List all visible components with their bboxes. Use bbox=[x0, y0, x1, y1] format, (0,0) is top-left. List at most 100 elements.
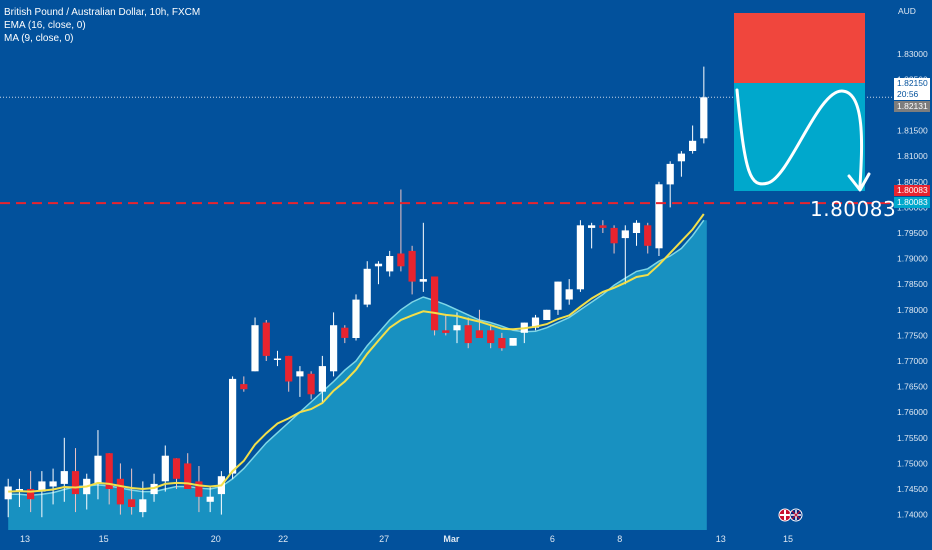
y-tick-label: 1.76500 bbox=[897, 382, 928, 392]
bull-candle bbox=[565, 289, 573, 300]
symbol-title[interactable]: British Pound / Australian Dollar, 10h, … bbox=[4, 7, 201, 18]
bear-candle bbox=[475, 330, 483, 338]
x-tick-label: 27 bbox=[379, 534, 389, 544]
bull-candle bbox=[677, 153, 685, 162]
y-tick-label: 1.77000 bbox=[897, 356, 928, 366]
bear-candle bbox=[644, 225, 652, 246]
bull-candle bbox=[374, 263, 383, 267]
bull-candle bbox=[543, 309, 551, 320]
bull-candle bbox=[49, 481, 57, 487]
bear-candle bbox=[172, 458, 181, 479]
bull-candle bbox=[273, 358, 282, 360]
x-tick-label: 8 bbox=[617, 534, 622, 544]
bear-candle bbox=[464, 325, 472, 344]
bear-candle bbox=[307, 373, 315, 395]
x-tick-label: 13 bbox=[20, 534, 30, 544]
y-tick-label: 1.78000 bbox=[897, 305, 928, 315]
bull-candle bbox=[206, 496, 214, 502]
bear-candle bbox=[408, 250, 416, 282]
bull-candle bbox=[509, 338, 517, 346]
y-tick-label: 1.74000 bbox=[897, 510, 928, 520]
bear-candle bbox=[599, 225, 607, 228]
bull-candle bbox=[94, 455, 102, 484]
y-tick-label: 1.79500 bbox=[897, 228, 928, 238]
ema-legend[interactable]: EMA (16, close, 0) bbox=[4, 20, 86, 31]
wave-arrow-path bbox=[735, 88, 864, 188]
bull-candle bbox=[453, 325, 461, 331]
bull-candle bbox=[139, 499, 147, 513]
arrow-head-icon bbox=[847, 172, 871, 192]
y-tick-label: 1.74500 bbox=[897, 484, 928, 494]
bull-candle bbox=[666, 163, 674, 185]
y-tick-label: 1.75500 bbox=[897, 433, 928, 443]
ma-line bbox=[8, 219, 705, 496]
y-tick-label: 1.78500 bbox=[897, 279, 928, 289]
bull-candle bbox=[161, 455, 169, 482]
bear-candle bbox=[285, 355, 293, 382]
bear-candle bbox=[341, 327, 349, 338]
x-tick-label: 15 bbox=[99, 534, 109, 544]
y-tick-label: 1.80500 bbox=[897, 177, 928, 187]
ma-legend[interactable]: MA (9, close, 0) bbox=[4, 33, 74, 44]
bull-candle bbox=[296, 371, 304, 377]
bear-candle bbox=[184, 463, 192, 489]
bull-candle bbox=[554, 281, 562, 310]
bear-candle bbox=[442, 330, 450, 333]
bull-candle bbox=[229, 378, 237, 474]
bull-candle bbox=[38, 481, 46, 492]
x-tick-label: Mar bbox=[443, 534, 460, 544]
bull-candle bbox=[251, 325, 259, 372]
bear-candle bbox=[195, 481, 203, 497]
y-tick-label: 1.81000 bbox=[897, 151, 928, 161]
stop-level-badge: 1.80083 bbox=[894, 185, 930, 196]
bear-candle bbox=[116, 478, 124, 505]
currency-flags-icon bbox=[778, 508, 803, 522]
y-tick-label: 1.81500 bbox=[897, 126, 928, 136]
level-annotation: 1.80083 bbox=[810, 197, 897, 221]
bear-candle bbox=[128, 499, 136, 507]
bear-candle bbox=[397, 253, 405, 267]
bear-candle bbox=[431, 276, 439, 331]
bull-candle bbox=[689, 140, 697, 151]
bull-candle bbox=[318, 366, 326, 392]
bull-candle bbox=[419, 279, 427, 282]
last-price-badge: 1.82150 bbox=[894, 78, 930, 89]
y-tick-label: 1.83000 bbox=[897, 49, 928, 59]
y-tick-label: 1.75000 bbox=[897, 458, 928, 468]
axis-currency: AUD bbox=[898, 6, 916, 16]
ema-line bbox=[8, 213, 705, 493]
bear-candle bbox=[487, 330, 495, 344]
candles-group bbox=[4, 66, 708, 518]
bull-candle bbox=[363, 268, 371, 305]
bull-candle bbox=[60, 471, 68, 484]
take-profit-box bbox=[734, 83, 865, 191]
bull-candle bbox=[531, 317, 540, 328]
bull-candle bbox=[330, 325, 338, 372]
y-tick-label: 1.79000 bbox=[897, 254, 928, 264]
ma-area bbox=[8, 220, 707, 530]
bear-candle bbox=[240, 384, 248, 390]
bull-candle bbox=[700, 97, 708, 139]
x-tick-label: 13 bbox=[716, 534, 726, 544]
bear-candle bbox=[610, 227, 618, 244]
bear-candle bbox=[71, 471, 80, 495]
x-tick-label: 15 bbox=[783, 534, 793, 544]
y-tick-label: 1.76000 bbox=[897, 407, 928, 417]
bear-candle bbox=[498, 338, 506, 349]
x-tick-label: 22 bbox=[278, 534, 288, 544]
bull-candle bbox=[588, 225, 596, 228]
bull-candle bbox=[386, 256, 394, 272]
x-tick-label: 6 bbox=[550, 534, 555, 544]
bear-candle bbox=[105, 453, 113, 489]
bull-candle bbox=[576, 225, 584, 290]
countdown-badge: 20:56 bbox=[894, 89, 930, 100]
chart-legend: British Pound / Australian Dollar, 10h, … bbox=[4, 6, 200, 45]
bull-candle bbox=[352, 299, 360, 338]
bull-candle bbox=[4, 486, 12, 500]
bear-candle bbox=[27, 489, 35, 500]
bear-candle bbox=[262, 322, 270, 356]
second-price-badge: 1.82131 bbox=[894, 101, 930, 112]
x-tick-label: 20 bbox=[211, 534, 221, 544]
